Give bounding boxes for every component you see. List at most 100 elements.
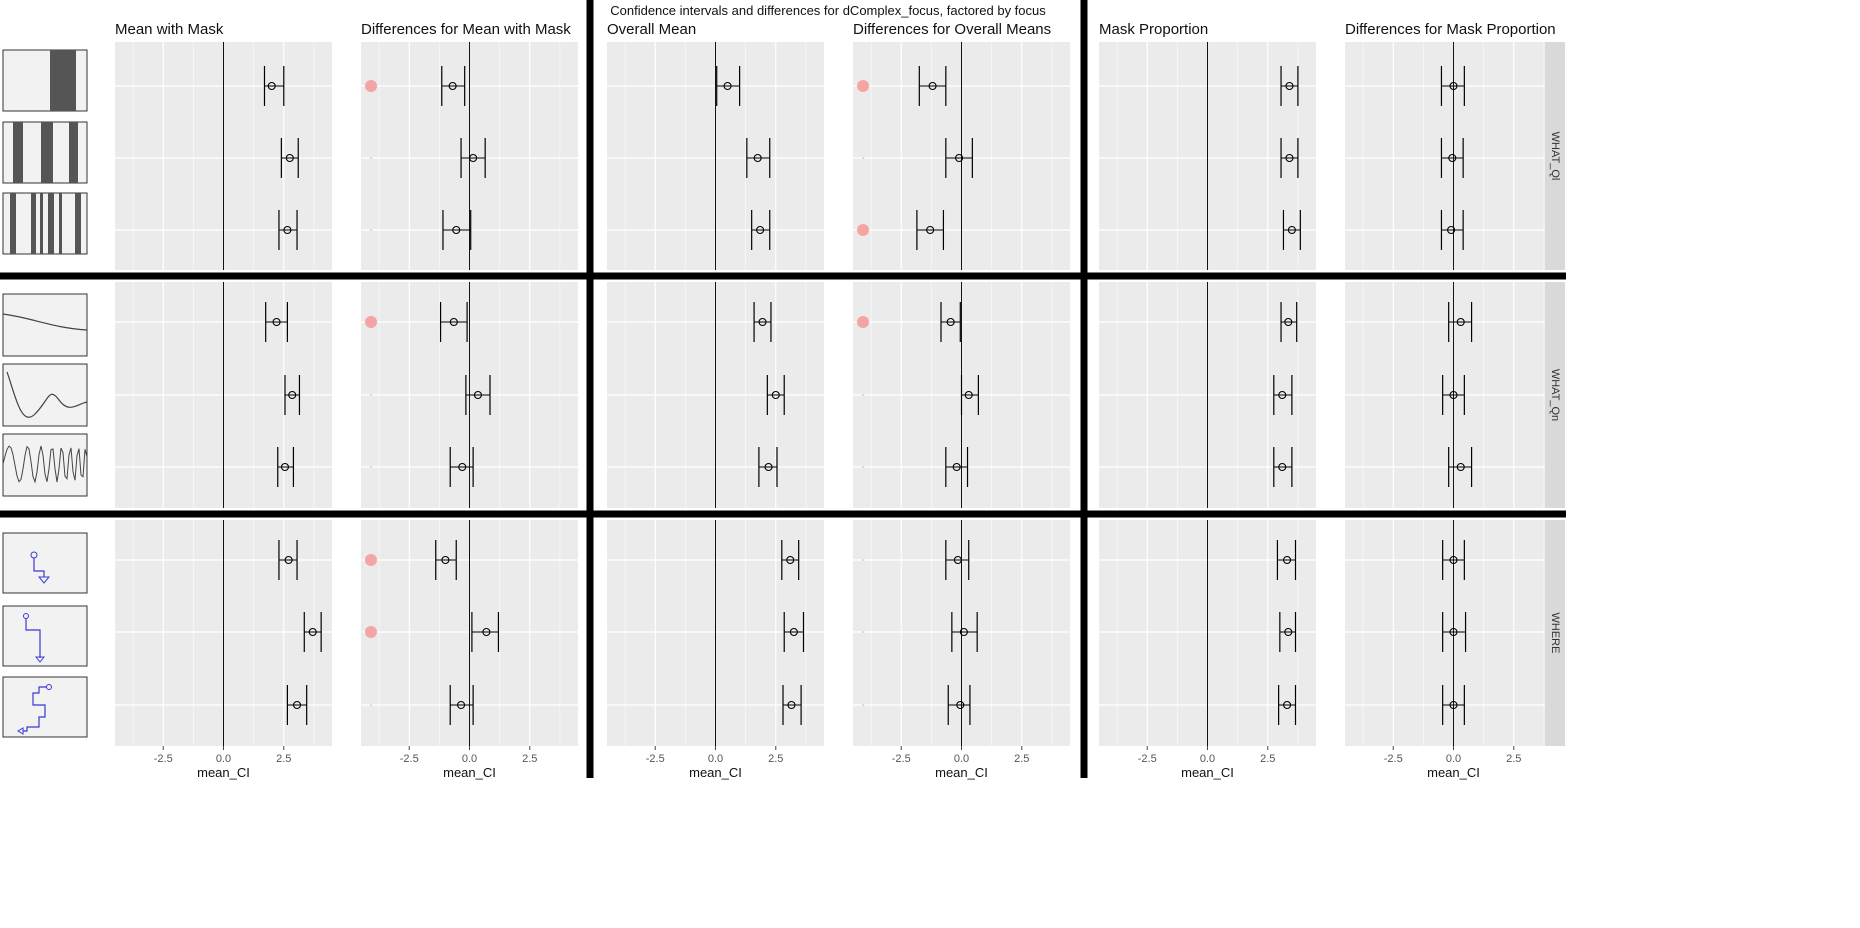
stripe [10, 193, 16, 254]
mean-marker [787, 700, 796, 710]
panel-title: Differences for Overall Means [853, 21, 1051, 38]
mean-marker [285, 153, 294, 163]
mean-marker [764, 462, 773, 472]
mean-marker [1449, 700, 1458, 710]
x-tick-label: -2.5 [892, 753, 911, 765]
error-bar-point [263, 66, 285, 106]
mean-marker [928, 81, 937, 91]
mean-marker [1456, 462, 1465, 472]
x-tick-label: 2.5 [768, 753, 783, 765]
mean-marker [756, 225, 765, 235]
error-bar-point [1273, 447, 1293, 487]
mean-marker [964, 390, 973, 400]
error-bar-point [1280, 138, 1299, 178]
panel-title: Mask Proportion [1099, 21, 1208, 38]
mean-marker [272, 317, 281, 327]
panel-title: Differences for Mean with Mask [361, 21, 571, 38]
mean-marker [1284, 317, 1293, 327]
x-tick-label: -2.5 [646, 753, 665, 765]
stripe [40, 193, 43, 254]
thumbnail-frame [2, 293, 88, 357]
mean-marker [280, 462, 290, 472]
significance-dot [365, 80, 377, 92]
mean-marker [288, 390, 297, 400]
thumbnail-frame [2, 363, 88, 427]
thumbnail-line [2, 445, 88, 484]
error-bar-point [782, 685, 802, 725]
x-tick-label: 0.0 [954, 753, 969, 765]
stripe [59, 193, 62, 254]
x-tick-label: 2.5 [1014, 753, 1029, 765]
stripe [50, 50, 76, 111]
mean-marker [308, 627, 317, 637]
stripe [13, 122, 23, 183]
error-bar-point [862, 447, 969, 487]
x-tick-label: 0.0 [1200, 753, 1215, 765]
medium-path-icon [2, 605, 88, 667]
x-axis-label: mean_CI [1427, 765, 1480, 780]
mean-marker [1278, 390, 1287, 400]
mean-marker [789, 627, 798, 637]
four-bar-stripe-icon [2, 121, 88, 184]
mean-marker [771, 390, 780, 400]
panel-title: Mean with Mask [115, 21, 224, 38]
mean-marker [1448, 153, 1457, 163]
significance-dot [857, 224, 869, 236]
x-tick-label: 0.0 [1446, 753, 1461, 765]
error-bar-point [1280, 66, 1299, 106]
panels-layer: Mean with Mask -2.5 0.0 2.5 mean_CI Differenc… [115, 21, 1565, 780]
mean-marker [952, 462, 961, 472]
mean-marker [758, 317, 767, 327]
facet-strip-label: WHERE [1549, 613, 1561, 654]
error-bar-point [862, 138, 973, 178]
facet-strip-label: WHAT_Ql [1549, 132, 1561, 181]
mean-marker [448, 81, 457, 91]
error-bar-point [278, 540, 298, 580]
stripe [75, 193, 81, 254]
long-path-icon [2, 676, 88, 738]
error-bar-point [284, 375, 301, 415]
significance-dot [857, 316, 869, 328]
facet-strip [1545, 42, 1565, 270]
error-bar-point [862, 612, 978, 652]
error-bar-point [857, 210, 945, 250]
path-arrow [37, 576, 51, 584]
mean-marker [1456, 317, 1465, 327]
x-axis-label: mean_CI [197, 765, 250, 780]
x-tick-label: 2.5 [1506, 753, 1521, 765]
error-bar-point [365, 540, 457, 580]
error-bar-point [862, 375, 979, 415]
non-significance-dot [370, 394, 372, 396]
error-bar-point [746, 138, 771, 178]
mean-marker [753, 153, 762, 163]
error-bar-point [862, 685, 971, 725]
mean-marker [1449, 627, 1458, 637]
mean-marker [473, 390, 482, 400]
mean-marker [449, 317, 458, 327]
error-bar-point [365, 612, 500, 652]
mean-marker [926, 225, 935, 235]
mean-marker [959, 627, 968, 637]
thumbnail-frame [2, 532, 88, 594]
panel-title: Overall Mean [607, 21, 696, 38]
short-path-icon [2, 532, 88, 594]
mean-marker [1283, 700, 1292, 710]
mean-marker [283, 225, 292, 235]
non-significance-dot [862, 559, 864, 561]
mean-marker [953, 555, 962, 565]
mean-marker [786, 555, 795, 565]
mean-marker [457, 700, 466, 710]
error-bar-point [857, 302, 961, 342]
error-bar-point [365, 302, 468, 342]
stripe [48, 193, 54, 254]
stripe [69, 122, 78, 183]
error-bar-point [265, 302, 288, 342]
x-tick-label: 0.0 [216, 753, 231, 765]
error-bar-point [370, 447, 474, 487]
mean-marker [267, 81, 276, 91]
x-axis-label: mean_CI [1181, 765, 1234, 780]
non-significance-dot [862, 157, 864, 159]
mean-marker [1287, 225, 1296, 235]
mean-marker [292, 700, 302, 710]
non-significance-dot [862, 466, 864, 468]
